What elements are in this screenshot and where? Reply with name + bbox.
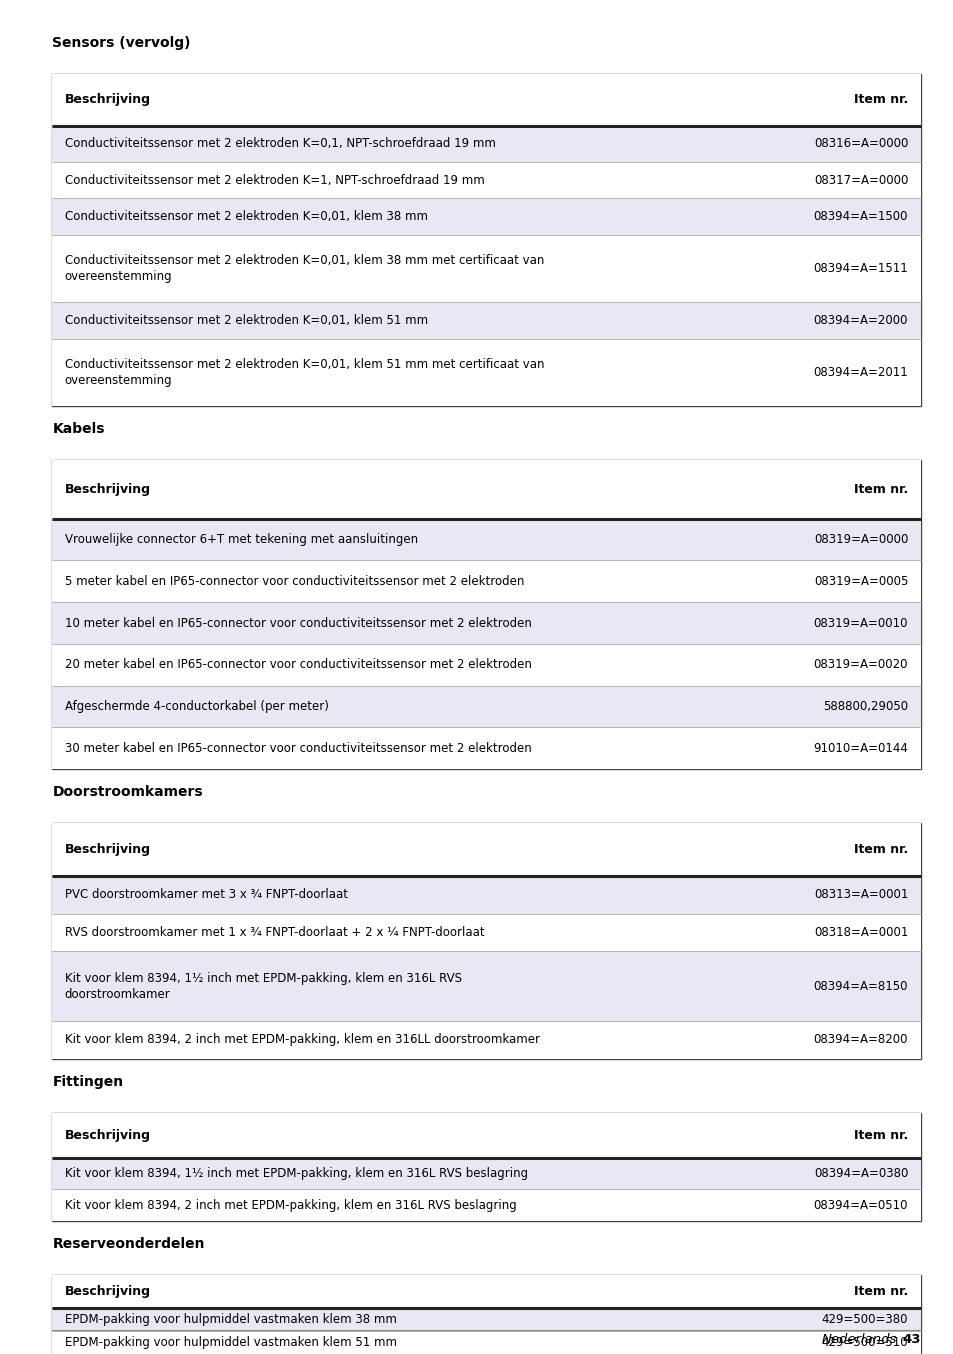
Text: 429=500=510: 429=500=510 — [821, 1336, 907, 1349]
Bar — [52, 126, 920, 162]
Bar — [52, 823, 920, 876]
Bar — [52, 645, 920, 685]
Text: 08319=A=0020: 08319=A=0020 — [813, 658, 907, 672]
Text: Kit voor klem 8394, 2 inch met EPDM-pakking, klem en 316L RVS beslagring: Kit voor klem 8394, 2 inch met EPDM-pakk… — [65, 1198, 517, 1212]
Bar — [52, 823, 920, 1059]
Text: Kit voor klem 8394, 1½ inch met EPDM-pakking, klem en 316L RVS beslagring: Kit voor klem 8394, 1½ inch met EPDM-pak… — [65, 1167, 527, 1181]
Text: Item nr.: Item nr. — [853, 844, 907, 856]
Text: Sensors (vervolg): Sensors (vervolg) — [52, 37, 191, 50]
Text: Nederlands: Nederlands — [821, 1332, 896, 1346]
Bar — [52, 460, 920, 769]
Bar — [52, 603, 920, 645]
Bar — [52, 162, 920, 199]
Text: 08319=A=0000: 08319=A=0000 — [813, 533, 907, 546]
Text: Conductiviteitssensor met 2 elektroden K=0,01, klem 38 mm: Conductiviteitssensor met 2 elektroden K… — [65, 210, 428, 223]
Text: 08319=A=0005: 08319=A=0005 — [813, 575, 907, 588]
Bar — [52, 460, 920, 519]
Text: Vrouwelijke connector 6+T met tekening met aansluitingen: Vrouwelijke connector 6+T met tekening m… — [65, 533, 417, 546]
Text: Conductiviteitssensor met 2 elektroden K=0,01, klem 38 mm met certificaat van
ov: Conductiviteitssensor met 2 elektroden K… — [65, 253, 543, 283]
Text: Conductiviteitssensor met 2 elektroden K=0,01, klem 51 mm: Conductiviteitssensor met 2 elektroden K… — [65, 314, 428, 328]
Text: Afgeschermde 4-conductorkabel (per meter): Afgeschermde 4-conductorkabel (per meter… — [65, 700, 329, 714]
Bar — [52, 1275, 920, 1354]
Text: Item nr.: Item nr. — [853, 483, 907, 496]
Text: PVC doorstroomkamer met 3 x ¾ FNPT-doorlaat: PVC doorstroomkamer met 3 x ¾ FNPT-doorl… — [65, 888, 348, 902]
Bar — [52, 74, 920, 406]
Text: Beschrijving: Beschrijving — [65, 844, 151, 856]
Text: 43: 43 — [902, 1332, 920, 1346]
Text: 08394=A=2000: 08394=A=2000 — [813, 314, 907, 328]
Text: 08394=A=0510: 08394=A=0510 — [813, 1198, 907, 1212]
Text: Doorstroomkamers: Doorstroomkamers — [52, 785, 203, 799]
Text: 08313=A=0001: 08313=A=0001 — [813, 888, 907, 902]
Text: Conductiviteitssensor met 2 elektroden K=0,1, NPT-schroefdraad 19 mm: Conductiviteitssensor met 2 elektroden K… — [65, 137, 496, 150]
Bar — [52, 685, 920, 727]
Text: 08394=A=1500: 08394=A=1500 — [813, 210, 907, 223]
Text: 08318=A=0001: 08318=A=0001 — [813, 926, 907, 940]
Text: 08394=A=0380: 08394=A=0380 — [813, 1167, 907, 1181]
Text: 08319=A=0010: 08319=A=0010 — [813, 616, 907, 630]
Text: Conductiviteitssensor met 2 elektroden K=0,01, klem 51 mm met certificaat van
ov: Conductiviteitssensor met 2 elektroden K… — [65, 357, 544, 387]
Text: Kabels: Kabels — [52, 422, 105, 436]
Text: 588800,29050: 588800,29050 — [822, 700, 907, 714]
Bar — [52, 199, 920, 234]
Text: 5 meter kabel en IP65-connector voor conductiviteitssensor met 2 elektroden: 5 meter kabel en IP65-connector voor con… — [65, 575, 524, 588]
Bar — [52, 1113, 920, 1221]
Text: 08394=A=8150: 08394=A=8150 — [813, 980, 907, 992]
Text: 08317=A=0000: 08317=A=0000 — [813, 173, 907, 187]
Text: RVS doorstroomkamer met 1 x ¾ FNPT-doorlaat + 2 x ¼ FNPT-doorlaat: RVS doorstroomkamer met 1 x ¾ FNPT-doorl… — [65, 926, 484, 940]
Bar — [52, 1021, 920, 1059]
Bar — [52, 1308, 920, 1331]
Bar — [52, 1275, 920, 1308]
Bar — [52, 74, 920, 126]
Text: Conductiviteitssensor met 2 elektroden K=1, NPT-schroefdraad 19 mm: Conductiviteitssensor met 2 elektroden K… — [65, 173, 484, 187]
Bar — [52, 952, 920, 1021]
Text: Item nr.: Item nr. — [853, 93, 907, 107]
Text: Beschrijving: Beschrijving — [65, 1129, 151, 1141]
Text: 08316=A=0000: 08316=A=0000 — [813, 137, 907, 150]
Bar — [52, 1189, 920, 1221]
Text: 08394=A=2011: 08394=A=2011 — [813, 366, 907, 379]
Text: Reserveonderdelen: Reserveonderdelen — [52, 1238, 205, 1251]
Text: Beschrijving: Beschrijving — [65, 483, 151, 496]
Bar — [52, 561, 920, 603]
Text: 20 meter kabel en IP65-connector voor conductiviteitssensor met 2 elektroden: 20 meter kabel en IP65-connector voor co… — [65, 658, 531, 672]
Text: Kit voor klem 8394, 2 inch met EPDM-pakking, klem en 316LL doorstroomkamer: Kit voor klem 8394, 2 inch met EPDM-pakk… — [65, 1033, 539, 1047]
Text: Fittingen: Fittingen — [52, 1075, 124, 1089]
Text: EPDM-pakking voor hulpmiddel vastmaken klem 38 mm: EPDM-pakking voor hulpmiddel vastmaken k… — [65, 1313, 396, 1326]
Bar — [52, 1158, 920, 1189]
Text: 10 meter kabel en IP65-connector voor conductiviteitssensor met 2 elektroden: 10 meter kabel en IP65-connector voor co… — [65, 616, 531, 630]
Bar — [52, 1113, 920, 1158]
Bar — [52, 876, 920, 914]
Bar — [52, 302, 920, 338]
Text: EPDM-pakking voor hulpmiddel vastmaken klem 51 mm: EPDM-pakking voor hulpmiddel vastmaken k… — [65, 1336, 396, 1349]
Text: Beschrijving: Beschrijving — [65, 93, 151, 107]
Bar — [52, 914, 920, 952]
Text: 30 meter kabel en IP65-connector voor conductiviteitssensor met 2 elektroden: 30 meter kabel en IP65-connector voor co… — [65, 742, 531, 754]
Text: Kit voor klem 8394, 1½ inch met EPDM-pakking, klem en 316L RVS
doorstroomkamer: Kit voor klem 8394, 1½ inch met EPDM-pak… — [65, 972, 461, 1001]
Text: Item nr.: Item nr. — [853, 1285, 907, 1298]
Text: Item nr.: Item nr. — [853, 1129, 907, 1141]
Bar — [52, 519, 920, 561]
Text: 08394=A=1511: 08394=A=1511 — [813, 263, 907, 275]
Bar — [52, 338, 920, 406]
Text: 91010=A=0144: 91010=A=0144 — [813, 742, 907, 754]
Bar — [52, 727, 920, 769]
Text: 08394=A=8200: 08394=A=8200 — [813, 1033, 907, 1047]
Bar — [52, 234, 920, 302]
Bar — [52, 1331, 920, 1354]
Text: Beschrijving: Beschrijving — [65, 1285, 151, 1298]
Text: 429=500=380: 429=500=380 — [821, 1313, 907, 1326]
